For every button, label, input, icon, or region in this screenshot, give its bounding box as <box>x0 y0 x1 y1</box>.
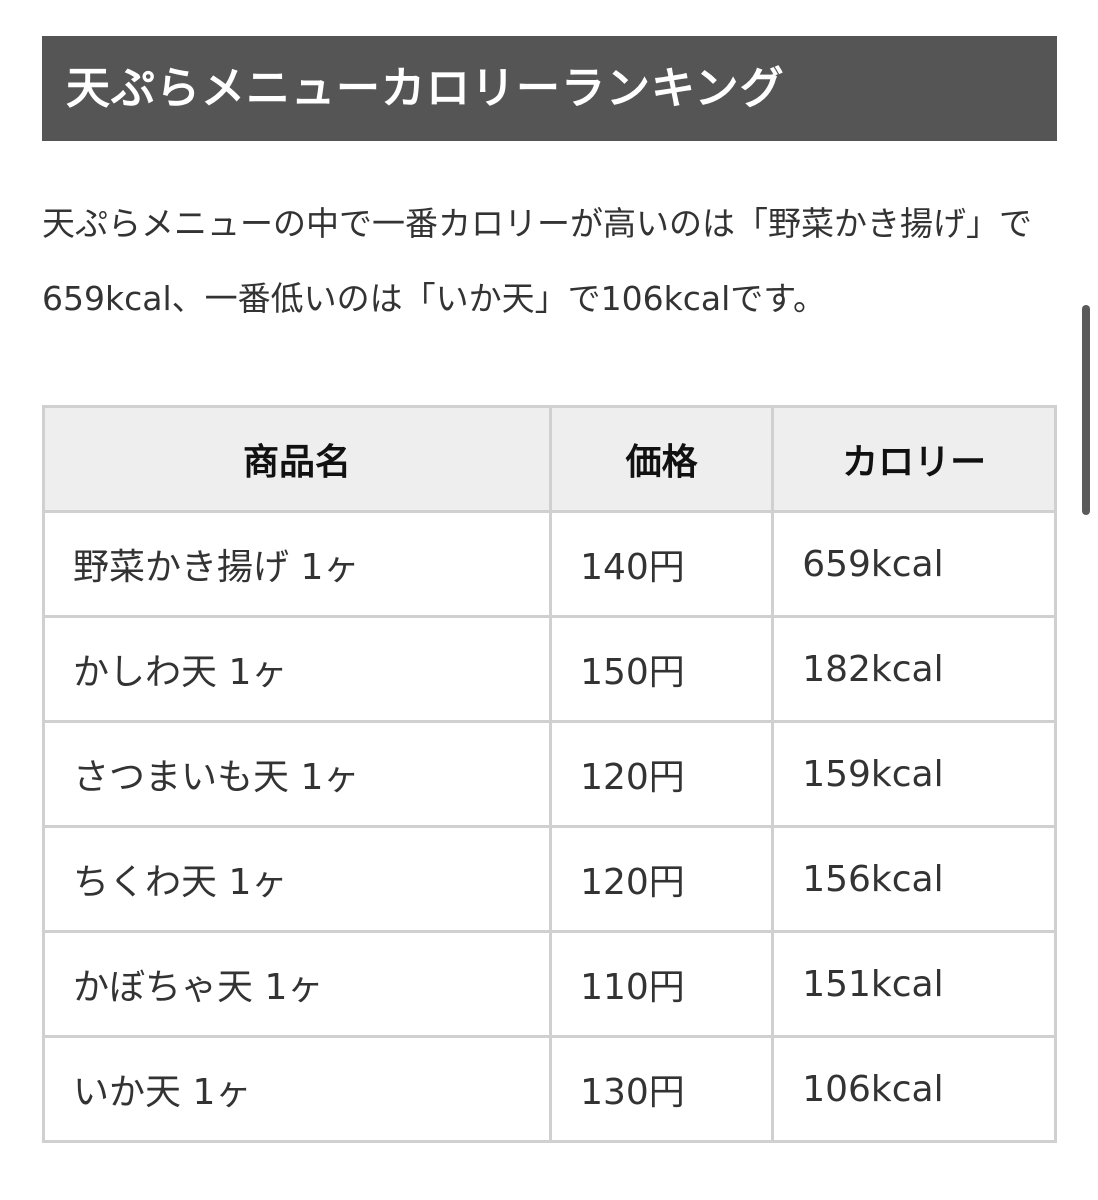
table-row: ちくわ天 1ヶ 120円 156kcal <box>41 825 1057 933</box>
header-price: 価格 <box>549 405 775 513</box>
table-row: さつまいも天 1ヶ 120円 159kcal <box>41 720 1057 828</box>
product-name: かぼちゃ天 1ヶ <box>41 930 553 1038</box>
price: 130円 <box>549 1035 775 1143</box>
calories: 182kcal <box>771 615 1057 723</box>
section-heading: 天ぷらメニューカロリーランキング <box>42 36 1057 141</box>
product-name: 野菜かき揚げ 1ヶ <box>41 510 553 618</box>
scrollbar[interactable] <box>1082 305 1090 515</box>
price: 120円 <box>549 720 775 828</box>
table-row: かしわ天 1ヶ 150円 182kcal <box>41 615 1057 723</box>
price: 120円 <box>549 825 775 933</box>
header-calories: カロリー <box>771 405 1057 513</box>
price: 150円 <box>549 615 775 723</box>
calorie-table: 商品名 価格 カロリー 野菜かき揚げ 1ヶ 140円 659kcal かしわ天 1ヶ… <box>41 405 1057 1143</box>
calories: 106kcal <box>771 1035 1057 1143</box>
table-row: いか天 1ヶ 130円 106kcal <box>41 1035 1057 1143</box>
table-header-row: 商品名 価格 カロリー <box>41 405 1057 513</box>
calories: 156kcal <box>771 825 1057 933</box>
price: 110円 <box>549 930 775 1038</box>
calories: 151kcal <box>771 930 1057 1038</box>
table-row: 野菜かき揚げ 1ヶ 140円 659kcal <box>41 510 1057 618</box>
table-row: かぼちゃ天 1ヶ 110円 151kcal <box>41 930 1057 1038</box>
calories: 659kcal <box>771 510 1057 618</box>
calories: 159kcal <box>771 720 1057 828</box>
product-name: いか天 1ヶ <box>41 1035 553 1143</box>
intro-paragraph: 天ぷらメニューの中で一番カロリーが高いのは「野菜かき揚げ」で659kcal、一番… <box>42 204 1032 318</box>
product-name: ちくわ天 1ヶ <box>41 825 553 933</box>
price: 140円 <box>549 510 775 618</box>
header-product-name: 商品名 <box>41 405 553 513</box>
product-name: かしわ天 1ヶ <box>41 615 553 723</box>
product-name: さつまいも天 1ヶ <box>41 720 553 828</box>
